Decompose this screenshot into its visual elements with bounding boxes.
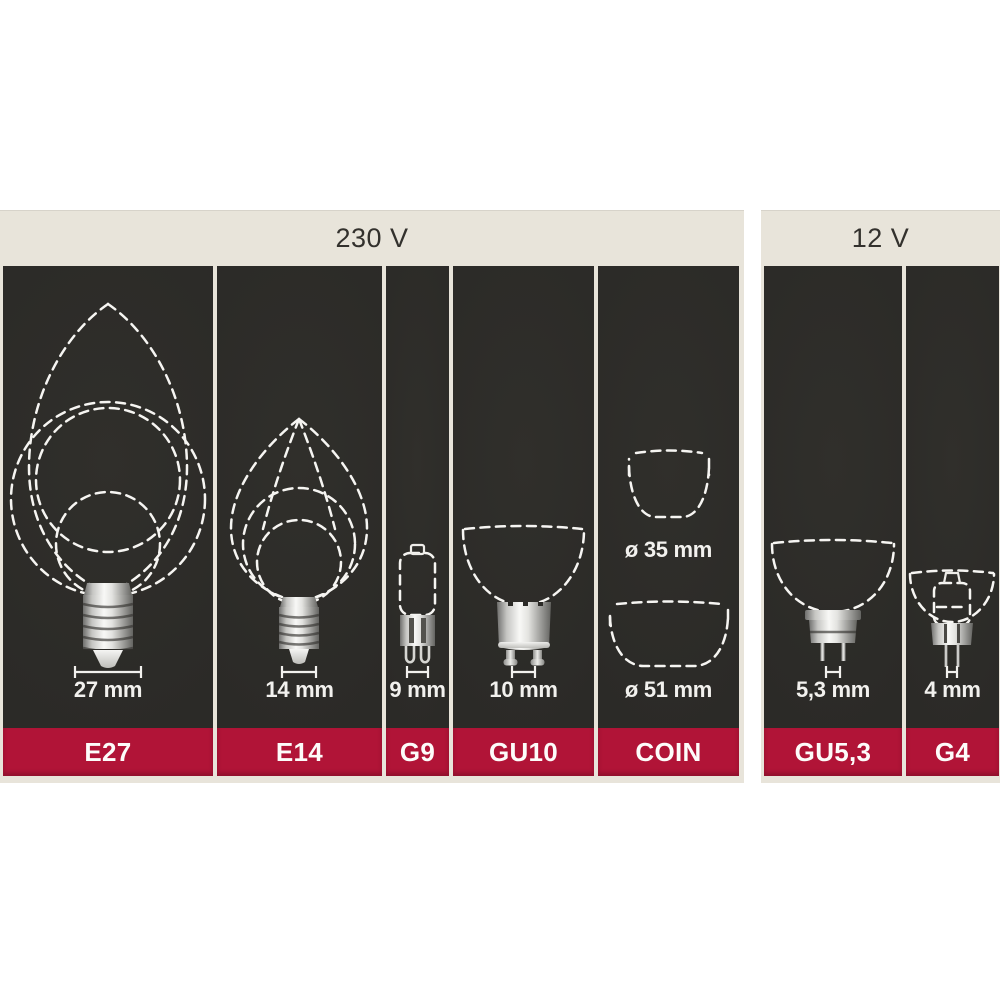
socket-label-gu10: GU10	[453, 728, 594, 776]
socket-label-gu53: GU5,3	[764, 728, 902, 776]
gu53-spot-outline-icon	[770, 538, 896, 678]
gu10-reflector-shape	[461, 524, 586, 607]
e27-bulb-shapes	[9, 302, 207, 598]
socket-label-e27: E27	[3, 728, 213, 776]
g9-capsule-notch	[409, 543, 426, 556]
g4-size-text: 4 mm	[924, 677, 981, 702]
e14-screw-base-icon	[278, 597, 320, 664]
socket-label-e14: E14	[217, 728, 382, 776]
socket-label-coin: COIN	[598, 728, 739, 776]
gu53-reflector-shape	[770, 538, 896, 614]
g9-bulb-outline-icon	[398, 543, 437, 678]
panel-g9: 9 mm	[386, 266, 449, 728]
coin-size-top-text: ø 35 mm	[624, 537, 713, 562]
coin-51mm-shape	[608, 600, 730, 668]
g4-capsule-shape	[932, 571, 972, 627]
panel-coin: ø 35 mm ø 51 mm	[598, 266, 739, 728]
g4-outline-icon	[908, 569, 996, 678]
e14-bulb-outline-icon	[229, 417, 369, 678]
panel-row-12v: 5,3 mm	[764, 266, 999, 728]
e27-bulb-outline-icon	[9, 302, 207, 678]
label-row-230v: E27 E14 G9 GU10 COIN	[3, 728, 739, 776]
panel-e14: 14 mm	[217, 266, 382, 728]
e14-bulb-shapes	[229, 417, 369, 606]
panel-row-230v: 27 mm	[3, 266, 739, 728]
gu10-scale-bar	[510, 666, 537, 678]
e27-size-text: 27 mm	[73, 677, 143, 702]
g4-base-icon	[931, 623, 973, 667]
g9-scale-bar	[405, 666, 430, 678]
voltage-group-12v: 12 V	[761, 210, 1000, 783]
voltage-230-label: 230 V	[335, 222, 409, 253]
gu53-scale-bar	[824, 666, 842, 678]
g4-reflector-shape	[908, 569, 996, 624]
socket-label-g9: G9	[386, 728, 449, 776]
gu10-base-icon	[497, 602, 551, 666]
e27-scale-bar	[73, 666, 143, 678]
coin-size-bottom-text: ø 51 mm	[624, 677, 713, 702]
g9-capsule-outline	[398, 551, 437, 617]
voltage-header-230v: 230 V	[0, 210, 744, 266]
voltage-header-12v: 12 V	[761, 210, 1000, 266]
panel-gu10: 10 mm	[453, 266, 594, 728]
g9-base-icon	[400, 615, 435, 664]
gu10-size-text: 10 mm	[489, 677, 558, 702]
e14-size-text: 14 mm	[265, 677, 334, 702]
coin-outline-icon	[608, 449, 730, 668]
e27-screw-base-icon	[82, 583, 134, 668]
g4-scale-bar	[945, 666, 959, 678]
gu53-size-text: 5,3 mm	[795, 677, 871, 702]
voltage-12-label: 12 V	[851, 222, 910, 253]
voltage-group-230v: 230 V	[0, 210, 744, 783]
e14-scale-bar	[280, 666, 318, 678]
label-row-12v: GU5,3 G4	[764, 728, 999, 776]
panel-gu53: 5,3 mm	[764, 266, 902, 728]
panel-e27: 27 mm	[3, 266, 213, 728]
socket-label-g4: G4	[906, 728, 999, 776]
coin-35mm-shape	[627, 449, 711, 519]
panel-g4: 4 mm	[906, 266, 999, 728]
gu10-spot-outline-icon	[461, 524, 586, 678]
g9-size-text: 9 mm	[389, 677, 446, 702]
gu53-base-icon	[805, 610, 861, 661]
